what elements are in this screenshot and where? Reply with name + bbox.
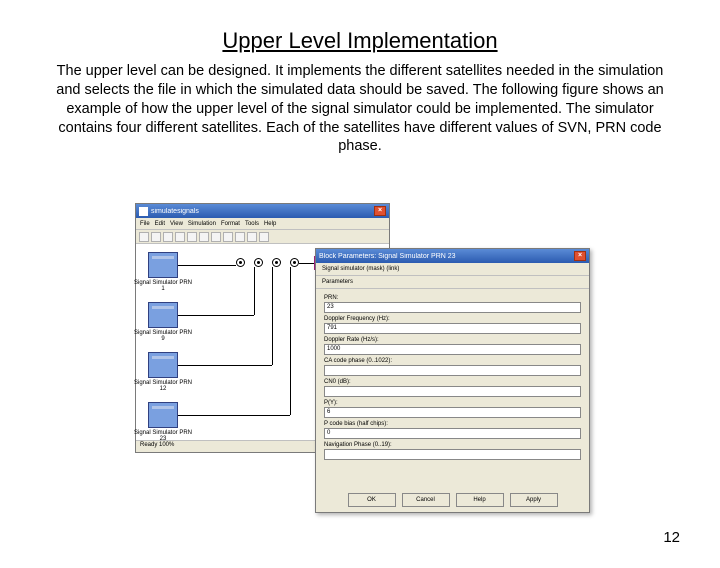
param-input-ca-phase[interactable] <box>324 365 581 376</box>
param-label-pcode-bias: P code bias (half chips): <box>324 421 581 427</box>
wire <box>272 267 273 365</box>
tool-cut-icon[interactable] <box>187 232 197 242</box>
dialog-titlebar: Block Parameters: Signal Simulator PRN 2… <box>316 249 589 263</box>
tool-paste-icon[interactable] <box>211 232 221 242</box>
apply-button[interactable]: Apply <box>510 493 558 507</box>
sum-node[interactable] <box>290 258 299 267</box>
tool-open-icon[interactable] <box>151 232 161 242</box>
param-label-prn: PRN: <box>324 295 581 301</box>
sum-node[interactable] <box>236 258 245 267</box>
param-input-nav-phase[interactable] <box>324 449 581 460</box>
help-button[interactable]: Help <box>456 493 504 507</box>
param-label-doppler-freq: Doppler Frequency (Hz): <box>324 316 581 322</box>
sum-node[interactable] <box>272 258 281 267</box>
tool-new-icon[interactable] <box>139 232 149 242</box>
wire <box>290 267 291 415</box>
param-input-py[interactable]: 6 <box>324 407 581 418</box>
dialog-group-label: Parameters <box>316 276 589 289</box>
menubar: File Edit View Simulation Format Tools H… <box>136 218 389 230</box>
wire <box>178 415 290 416</box>
cancel-button[interactable]: Cancel <box>402 493 450 507</box>
figure-area: simulatesignals × File Edit View Simulat… <box>135 203 595 513</box>
wire <box>299 263 314 264</box>
wire <box>254 267 255 315</box>
param-label-cn0: CN0 (dB): <box>324 379 581 385</box>
app-icon <box>139 207 148 216</box>
menu-help[interactable]: Help <box>264 221 276 227</box>
block-prn1[interactable] <box>148 252 178 278</box>
dialog-title: Block Parameters: Signal Simulator PRN 2… <box>319 253 574 260</box>
param-input-cn0[interactable] <box>324 386 581 397</box>
param-label-doppler-rate: Doppler Rate (Hz/s): <box>324 337 581 343</box>
dialog-button-row: OK Cancel Help Apply <box>316 493 589 507</box>
block-prn23[interactable] <box>148 402 178 428</box>
block-prn9[interactable] <box>148 302 178 328</box>
param-label-ca-phase: CA code phase (0..1022): <box>324 358 581 364</box>
toolbar <box>136 230 389 244</box>
param-input-pcode-bias[interactable]: 0 <box>324 428 581 439</box>
page-title: Upper Level Implementation <box>0 28 720 54</box>
param-input-doppler-freq[interactable]: 791 <box>324 323 581 334</box>
block-prn12-label: Signal Simulator PRN 12 <box>133 380 193 392</box>
close-icon[interactable]: × <box>574 251 586 261</box>
wire <box>178 315 254 316</box>
tool-save-icon[interactable] <box>163 232 173 242</box>
param-input-prn[interactable]: 23 <box>324 302 581 313</box>
menu-view[interactable]: View <box>170 221 183 227</box>
window-title: simulatesignals <box>151 208 374 215</box>
page-number: 12 <box>663 529 680 546</box>
param-label-py: P(Y): <box>324 400 581 406</box>
window-titlebar: simulatesignals × <box>136 204 389 218</box>
block-prn12[interactable] <box>148 352 178 378</box>
menu-format[interactable]: Format <box>221 221 240 227</box>
wire <box>178 265 236 266</box>
wire <box>178 365 272 366</box>
tool-run-icon[interactable] <box>247 232 257 242</box>
menu-edit[interactable]: Edit <box>155 221 165 227</box>
tool-undo-icon[interactable] <box>223 232 233 242</box>
block-parameters-dialog: Block Parameters: Signal Simulator PRN 2… <box>315 248 590 513</box>
tool-stop-icon[interactable] <box>259 232 269 242</box>
param-input-doppler-rate[interactable]: 1000 <box>324 344 581 355</box>
tool-redo-icon[interactable] <box>235 232 245 242</box>
param-label-nav-phase: Navigation Phase (0..19): <box>324 442 581 448</box>
menu-tools[interactable]: Tools <box>245 221 259 227</box>
menu-simulation[interactable]: Simulation <box>188 221 216 227</box>
ok-button[interactable]: OK <box>348 493 396 507</box>
sum-node[interactable] <box>254 258 263 267</box>
tool-copy-icon[interactable] <box>199 232 209 242</box>
dialog-params-area: PRN: 23 Doppler Frequency (Hz): 791 Dopp… <box>316 289 589 460</box>
body-text: The upper level can be designed. It impl… <box>44 62 676 156</box>
block-prn9-label: Signal Simulator PRN 9 <box>133 330 193 342</box>
close-icon[interactable]: × <box>374 206 386 216</box>
dialog-subsystem-label: Signal simulator (mask) (link) <box>316 263 589 276</box>
block-prn1-label: Signal Simulator PRN 1 <box>133 280 193 292</box>
menu-file[interactable]: File <box>140 221 150 227</box>
tool-print-icon[interactable] <box>175 232 185 242</box>
